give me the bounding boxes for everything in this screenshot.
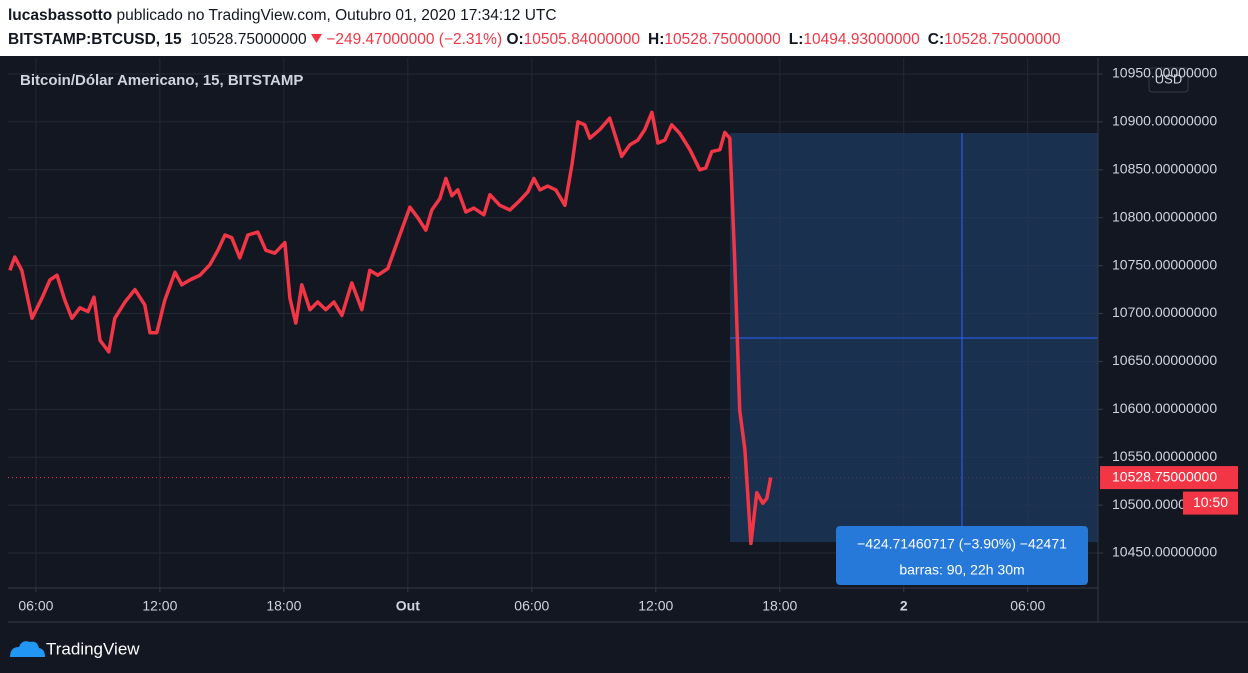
ohlc-value: 10505.84000000 — [523, 31, 641, 48]
ohlc-label: C: — [927, 31, 945, 48]
last-price-label: 10528.75000000 — [1112, 468, 1217, 484]
change: −249.47000000 (−2.31%) — [326, 31, 503, 48]
x-tick-label: 18:00 — [266, 598, 301, 614]
logo — [10, 641, 45, 657]
y-tick-label: 10950.00000000 — [1112, 65, 1217, 81]
price-line — [8, 110, 773, 546]
y-tick-label: 10600.00000000 — [1112, 400, 1217, 416]
published: publicado no TradingView.com, Outubro 01… — [116, 7, 557, 24]
countdown-box — [1183, 491, 1238, 515]
author[interactable]: lucasbassotto — [8, 7, 113, 24]
ohlc-label: L: — [788, 31, 804, 48]
header-line-2: BITSTAMP:BTCUSD, 15 10528.75000000 −249.… — [8, 31, 1061, 49]
currency-badge[interactable] — [1148, 67, 1189, 93]
last-price-box — [1100, 466, 1238, 490]
symbol: BITSTAMP:BTCUSD, 15 — [8, 31, 182, 48]
logo-icon — [10, 641, 45, 657]
y-tick-label: 10700.00000000 — [1112, 304, 1217, 320]
x-tick-label: 06:00 — [1010, 598, 1045, 614]
chart-title: Bitcoin/Dólar Americano, 15, BITSTAMP — [20, 72, 303, 89]
y-tick-label: 10650.00000000 — [1112, 352, 1217, 368]
countdown: 10:50 — [1193, 494, 1228, 510]
x-tick-label: 18:00 — [762, 598, 797, 614]
y-tick-label: 10750.00000000 — [1112, 256, 1217, 272]
measure-bars: barras: 90, 22h 30m — [899, 562, 1024, 578]
y-tick-label: 10550.00000000 — [1112, 448, 1217, 464]
x-tick-label: 06:00 — [18, 598, 53, 614]
ohlc-label: H: — [648, 31, 665, 48]
y-tick-label: 10900.00000000 — [1112, 113, 1217, 129]
x-tick-label: 06:00 — [514, 598, 549, 614]
ohlc-value: 10494.93000000 — [803, 31, 920, 48]
down-arrow-shape — [310, 34, 322, 43]
currency: USD — [1155, 71, 1182, 86]
ohlc-value: 10528.75000000 — [944, 31, 1061, 48]
brand: TradingView — [46, 639, 140, 658]
measure-box — [836, 526, 1088, 585]
last: 10528.75000000 — [190, 31, 307, 48]
y-tick-label: 10850.00000000 — [1112, 161, 1217, 177]
down-arrow — [310, 34, 322, 43]
ohlc-value: 10528.75000000 — [664, 31, 781, 48]
y-tick-label: 10450.00000000 — [1112, 544, 1217, 560]
header: lucasbassotto publicado no TradingView.c… — [0, 0, 1248, 56]
measure-text: −424.71460717 (−3.90%) −42471 — [857, 536, 1067, 552]
ohlc-label: O: — [506, 31, 524, 48]
x-tick-label: 12:00 — [142, 598, 177, 614]
x-tick-label: 2 — [900, 598, 908, 614]
y-tick-label: 10800.00000000 — [1112, 208, 1217, 224]
series — [8, 110, 773, 546]
ohlc: O:10505.84000000 H:10528.75000000 L:10494.… — [506, 31, 1060, 48]
x-tick-label: 12:00 — [638, 598, 673, 614]
header-line-1: lucasbassotto publicado no TradingView.c… — [8, 7, 557, 25]
x-tick-label: Out — [396, 598, 420, 614]
